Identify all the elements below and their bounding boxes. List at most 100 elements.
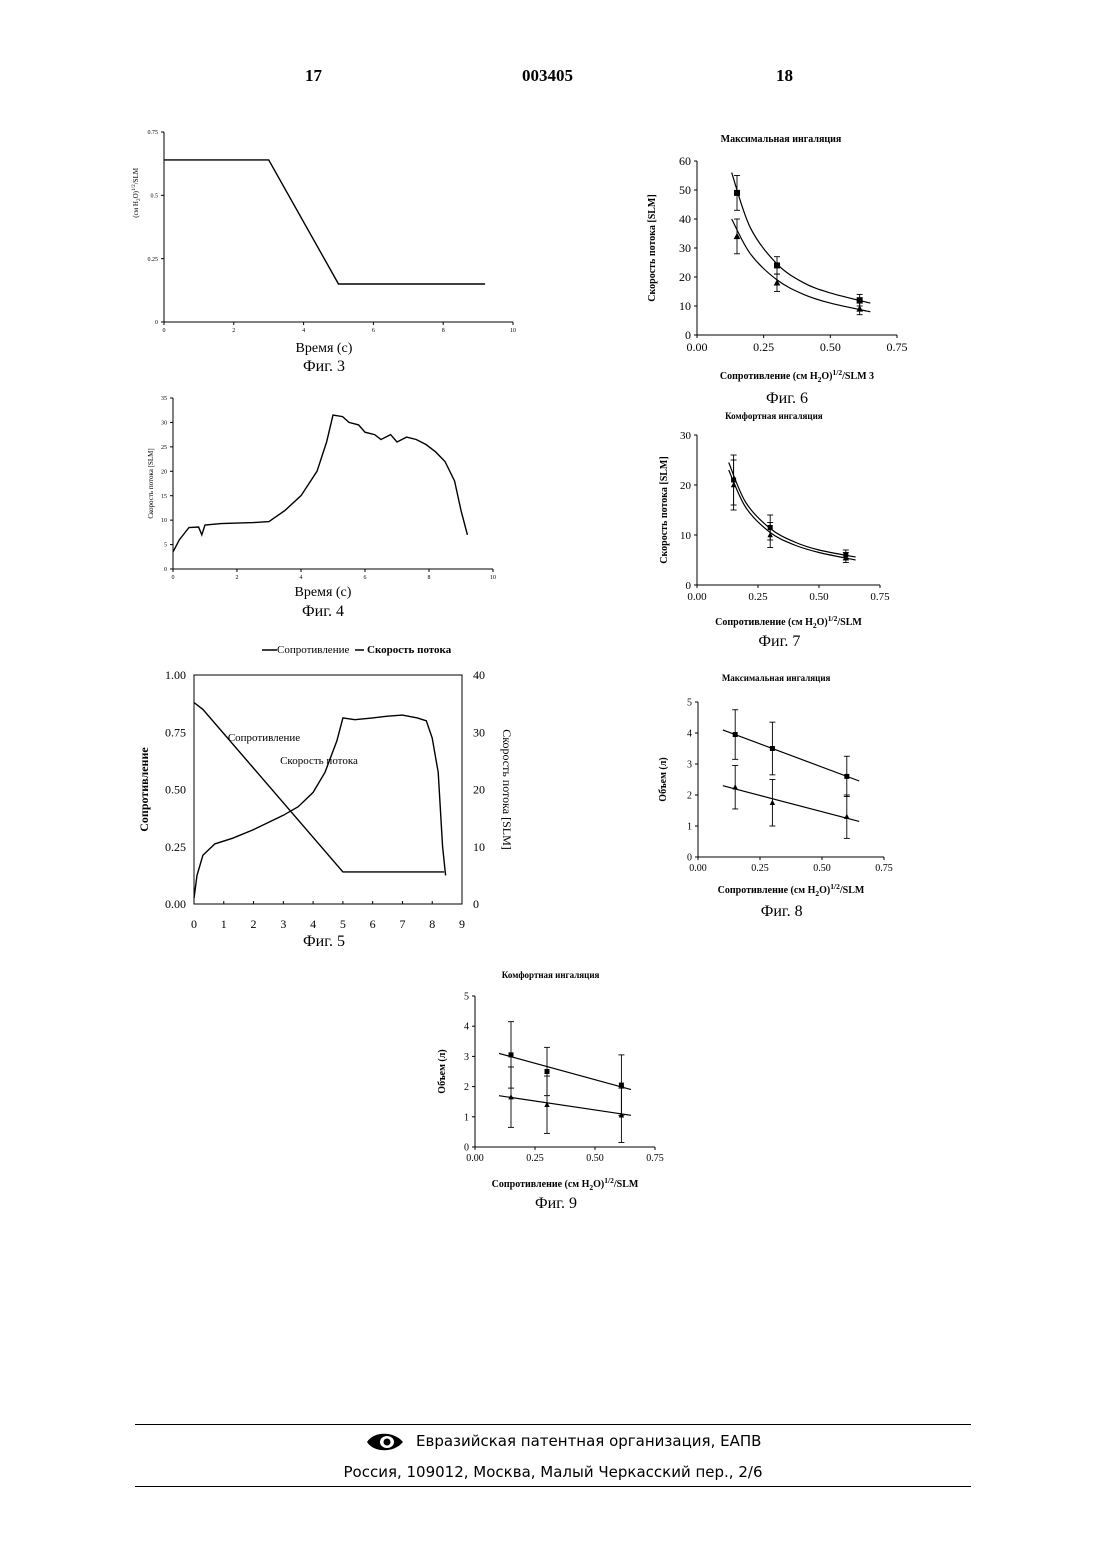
x-tick-label: 8 (428, 575, 431, 581)
y-axis-label: Объем (л) (437, 1049, 448, 1093)
x-tick-label: 0.50 (820, 340, 841, 354)
y-tick-label: 0.5 (151, 193, 159, 199)
square-marker (844, 774, 849, 779)
x-tick-label: 9 (459, 917, 465, 931)
triangle-marker (770, 800, 776, 805)
figure-caption: Фиг. 9 (535, 1195, 577, 1212)
square-marker (734, 190, 740, 196)
y-tick-label: 0.25 (148, 257, 159, 263)
y-tick-label: 3 (687, 760, 692, 771)
y-tick-label: 5 (164, 543, 167, 549)
x-tick-label: 7 (399, 917, 405, 931)
y-tick-label-left: 0.50 (165, 783, 186, 797)
x-tick-label: 0.00 (689, 863, 707, 874)
x-tick-label: 0.25 (751, 863, 769, 874)
x-axis-label: Сопротивление (см H2O)1/2/SLM 3 (720, 368, 874, 384)
y-tick-label: 0 (686, 580, 692, 592)
y-tick-label: 2 (464, 1082, 469, 1093)
triangle-marker (844, 814, 850, 819)
y-tick-label: 2 (687, 791, 692, 802)
x-tick-label: 0.25 (526, 1153, 544, 1164)
y-tick-label: 0 (155, 320, 158, 326)
resistance-annotation: Сопротивление (228, 732, 300, 744)
y-tick-label: 10 (161, 518, 167, 524)
y-axis-label-right: Скорость потока [SLM] (500, 729, 514, 850)
x-tick-label: 0 (163, 328, 166, 334)
x-tick-label: 3 (280, 917, 286, 931)
y-tick-label: 0 (464, 1143, 469, 1154)
x-tick-label: 4 (302, 328, 305, 334)
x-tick-label: 0.75 (870, 591, 890, 603)
x-tick-label: 4 (300, 575, 303, 581)
x-tick-label: 6 (364, 575, 367, 581)
x-tick-label: 1 (221, 917, 227, 931)
x-tick-label: 8 (429, 917, 435, 931)
flow-annotation: Скорость потока (280, 755, 358, 767)
x-tick-label: 2 (251, 917, 257, 931)
y-tick-label: 4 (464, 1022, 469, 1033)
y-tick-label: 1 (464, 1112, 469, 1123)
x-axis-label: Сопротивление (см H2O)1/2/SLM (715, 614, 862, 630)
y-tick-label-left: 0.75 (165, 725, 186, 739)
y-tick-label: 0 (164, 567, 167, 573)
y-tick-label: 30 (161, 421, 167, 427)
chart-title: Максимальная ингаляция (721, 134, 842, 145)
footer-org: Евразийская патентная организация, ЕАПВ (416, 1432, 761, 1450)
x-tick-label: 0.25 (748, 591, 768, 603)
y-axis-label: Скорость потока [SLM] (147, 448, 155, 518)
x-tick-label: 0.00 (466, 1153, 484, 1164)
y-tick-label: 20 (161, 469, 167, 475)
y-tick-label: 5 (687, 698, 692, 709)
y-tick-label: 35 (161, 396, 167, 402)
x-tick-label: 8 (442, 328, 445, 334)
footer-rule-bottom (135, 1486, 971, 1487)
chart-title: Комфортная ингаляция (725, 411, 823, 421)
triangle-marker (732, 784, 738, 789)
flow-line (173, 415, 467, 552)
y-tick-label: 1 (687, 822, 692, 833)
y-tick-label: 20 (680, 480, 692, 492)
y-axis-label-left: Сопротивление (137, 747, 151, 832)
x-tick-label: 10 (490, 575, 496, 581)
square-marker (857, 297, 863, 303)
y-axis-label: (см H2O)1/2/SLM (131, 167, 142, 218)
y-tick-label: 4 (687, 729, 692, 740)
x-axis-label: Время (с) (296, 341, 353, 356)
x-tick-label: 0 (172, 575, 175, 581)
y-tick-label: 0 (685, 328, 691, 342)
y-tick-label: 40 (679, 212, 691, 226)
square-marker (509, 1052, 514, 1057)
legend-label-resistance: Сопротивление (277, 644, 349, 656)
triangle-marker (774, 279, 781, 285)
y-tick-label: 20 (679, 270, 691, 284)
y-tick-label: 50 (679, 183, 691, 197)
x-tick-label: 0.25 (753, 340, 774, 354)
plot-frame (194, 675, 462, 904)
x-tick-label: 2 (232, 328, 235, 334)
triangle-fit-curve (729, 470, 856, 560)
square-marker (545, 1069, 550, 1074)
resistance-line (164, 160, 485, 284)
y-tick-label: 60 (679, 154, 691, 168)
x-tick-label: 0.75 (646, 1153, 664, 1164)
y-tick-label: 3 (464, 1052, 469, 1063)
figure-caption: Фиг. 6 (766, 390, 808, 407)
figure-caption: Фиг. 7 (758, 633, 800, 650)
x-axis-label: Сопротивление (см H2O)1/2/SLM (718, 882, 865, 898)
figure-caption: Фиг. 4 (302, 603, 344, 620)
x-tick-label: 6 (370, 917, 376, 931)
square-fit-curve (732, 173, 871, 304)
x-axis-label: Сопротивление (см H2O)1/2/SLM (492, 1176, 639, 1192)
x-tick-label: 5 (340, 917, 346, 931)
y-tick-label-right: 30 (473, 725, 485, 739)
x-tick-label: 10 (510, 328, 516, 334)
y-axis-label: Скорость потока [SLM] (659, 456, 670, 563)
y-tick-label: 5 (464, 992, 469, 1003)
y-tick-label-right: 0 (473, 897, 479, 911)
chart-title: Максимальная ингаляция (722, 673, 831, 683)
x-tick-label: 0.50 (809, 591, 829, 603)
y-tick-label-right: 40 (473, 668, 485, 682)
triangle-fit-line (499, 1096, 631, 1116)
y-tick-label-left: 0.25 (165, 840, 186, 854)
x-tick-label: 2 (236, 575, 239, 581)
